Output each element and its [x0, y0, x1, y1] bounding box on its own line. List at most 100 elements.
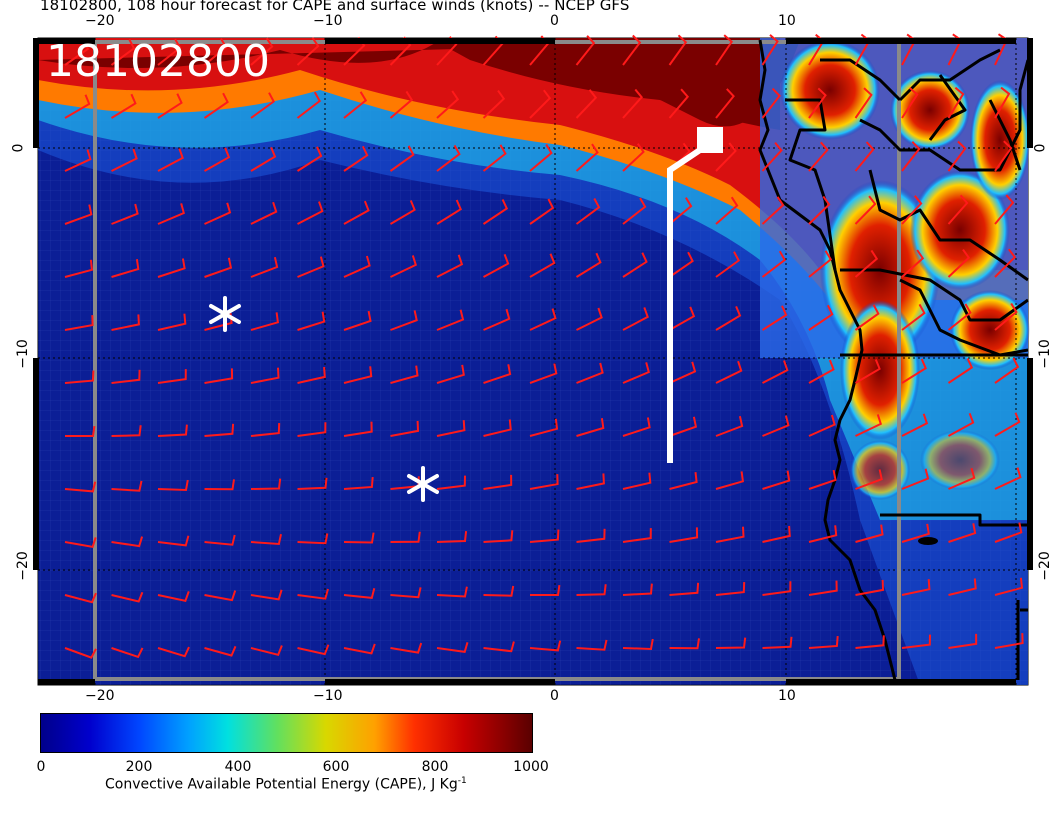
wind-barb-71 — [436, 199, 462, 225]
wind-barb-109 — [250, 312, 280, 331]
wind-barb-123 — [901, 303, 926, 331]
wind-barb-151 — [250, 423, 281, 437]
graticule — [38, 38, 1028, 685]
wind-barb-31 — [529, 89, 552, 119]
colorbar-label: Convective Available Potential Energy (C… — [105, 776, 467, 793]
wind-barb-167 — [994, 412, 1021, 437]
wind-barb-78 — [761, 196, 785, 225]
wind-barb-104 — [994, 248, 1017, 278]
wind-barb-42 — [64, 149, 92, 172]
wind-barb-81 — [901, 195, 923, 225]
wind-barb-152 — [297, 422, 327, 437]
wind-barb-193 — [250, 533, 282, 546]
wind-barb-214 — [250, 589, 283, 601]
wind-barb-137 — [576, 362, 604, 384]
wind-barb-11 — [575, 35, 596, 66]
wind-barb-245 — [715, 637, 747, 649]
hotspot-3 — [910, 170, 1010, 290]
wind-barb-224 — [715, 582, 746, 596]
wind-barb-139 — [669, 361, 697, 384]
wind-barb-173 — [297, 477, 328, 490]
wind-barb-191 — [157, 535, 190, 547]
wind-barb-187 — [948, 467, 976, 490]
wind-barb-30 — [482, 90, 506, 119]
wind-barb-14 — [715, 34, 734, 66]
wind-barb-69 — [343, 200, 370, 225]
wind-barb-120 — [761, 305, 788, 331]
track-end-marker — [697, 127, 723, 153]
wind-barb-204 — [762, 525, 791, 543]
wind-barb-94 — [529, 253, 556, 278]
wind-barb-180 — [622, 472, 652, 490]
wind-barb-246 — [762, 636, 793, 649]
wind-barb-199 — [529, 529, 560, 543]
wind-barb-178 — [529, 474, 559, 490]
wind-barb-97 — [668, 251, 694, 278]
wind-barb-133 — [390, 365, 419, 384]
lat-tick-right-2: −10 — [1036, 339, 1053, 369]
colorbar-tick-200: 200 — [125, 759, 153, 775]
lat-tick-right-1: 0 — [1032, 143, 1049, 153]
colorbar-tick-0: 0 — [36, 759, 46, 775]
wind-barb-225 — [762, 581, 792, 596]
wind-barb-229 — [948, 578, 977, 596]
wind-barb-66 — [204, 202, 232, 225]
wind-barb-232 — [111, 647, 144, 659]
wind-barb-158 — [576, 418, 605, 437]
wind-barb-101 — [854, 249, 879, 278]
wind-barb-170 — [157, 479, 189, 492]
wind-barb-165 — [901, 413, 929, 437]
wind-barb-153 — [343, 421, 373, 437]
wind-barb-103 — [947, 249, 971, 278]
wind-barb-13 — [668, 34, 688, 66]
wind-barb-56 — [715, 142, 737, 172]
wind-barb-38 — [854, 87, 873, 119]
wind-barb-100 — [808, 250, 833, 278]
wind-barb-142 — [808, 359, 835, 384]
colorbar-label-sup: -1 — [457, 776, 467, 786]
wind-barb-83 — [994, 194, 1015, 225]
wind-barb-85 — [111, 259, 140, 278]
wind-barb-128 — [157, 369, 187, 384]
wind-barb-156 — [483, 419, 512, 437]
wind-barb-237 — [343, 643, 376, 655]
wind-barb-113 — [436, 309, 465, 331]
wind-barb-39 — [901, 87, 919, 119]
wind-barb-171 — [204, 479, 235, 491]
wind-barb-238 — [390, 642, 423, 654]
wind-barb-40 — [947, 86, 965, 119]
wind-barb-148 — [111, 425, 142, 437]
colorbar — [40, 713, 533, 753]
wind-barb-53 — [575, 143, 599, 172]
wind-barb-163 — [808, 414, 836, 437]
wind-barb-45 — [204, 147, 231, 172]
wind-barb-89 — [297, 256, 325, 278]
colorbar-label-text: Convective Available Potential Energy (C… — [105, 776, 458, 793]
wind-barb-21 — [64, 94, 91, 119]
wind-barb-37 — [808, 87, 827, 119]
wind-barb-73 — [529, 198, 555, 225]
wind-barb-61 — [947, 140, 967, 172]
wind-barb-250 — [948, 633, 978, 649]
wind-barb-247 — [808, 636, 839, 649]
wind-barb-219 — [483, 585, 515, 597]
wind-barb-107 — [157, 313, 187, 331]
lon-tick-top-4: 10 — [778, 13, 796, 29]
map-title: 18102800, 108 hour forecast for CAPE and… — [40, 0, 630, 14]
wind-barb-186 — [901, 468, 930, 490]
wind-barb-218 — [436, 586, 468, 598]
wind-barb-236 — [297, 644, 330, 656]
wind-barb-23 — [157, 93, 183, 119]
wind-barb-233 — [157, 646, 190, 658]
wind-barb-43 — [111, 148, 138, 172]
wind-barb-220 — [530, 584, 561, 596]
wind-barb-62 — [994, 140, 1013, 172]
wind-barb-33 — [622, 88, 644, 119]
lon-tick-bottom-3: 0 — [550, 688, 559, 704]
wind-barb-79 — [808, 195, 831, 225]
wind-barb-140 — [715, 360, 743, 384]
wind-barb-87 — [204, 257, 233, 278]
wind-barb-50 — [436, 144, 461, 172]
wind-barb-136 — [529, 363, 558, 384]
wind-barb-182 — [715, 471, 745, 490]
